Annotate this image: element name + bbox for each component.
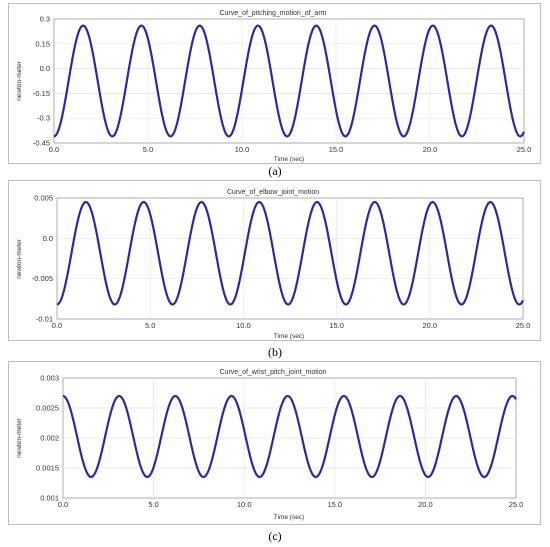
grid <box>54 19 524 143</box>
y-ticks: 0.003 0.0025 0.002 0.0015 0.001 <box>36 374 59 503</box>
x-tick-label: 0.0 <box>49 145 59 154</box>
grid <box>63 378 516 498</box>
y-ticks: 0.3 0.15 0.0 -0.15 -0.3 -0.45 <box>33 15 50 148</box>
series-line <box>53 24 525 138</box>
x-tick-label: 25.0 <box>516 321 531 330</box>
x-tick-label: 5.0 <box>148 500 158 509</box>
chart-a-svg: Curve_of_pitching_motion_of_arm 0.0 5.0 10… <box>16 10 532 163</box>
x-ticks: 0.0 5.0 10.0 15.0 20.0 25.0 <box>58 500 524 509</box>
x-tick-label: 10.0 <box>236 321 251 330</box>
x-tick-label: 10.0 <box>237 500 252 509</box>
y-tick-label: 0.002 <box>40 434 59 443</box>
y-tick-label: 0.0 <box>43 234 53 243</box>
chart-panel-b: Curve_of_elbow_joint_motion 0.0 5.0 10.0 15… <box>8 180 541 341</box>
y-axis-label: newton-meter <box>16 60 23 101</box>
y-tick-label: 0.15 <box>35 39 50 48</box>
x-tick-label: 0.0 <box>58 500 68 509</box>
chart-title: Curve_of_pitching_motion_of_arm <box>219 10 326 17</box>
y-ticks: 0.005 0.0 -0.005 -0.01 <box>32 194 53 324</box>
chart-title: Curve_of_elbow_joint_motion <box>227 189 319 196</box>
x-tick-label: 0.0 <box>52 321 62 330</box>
y-tick-label: 0.3 <box>40 15 50 24</box>
grid <box>57 198 523 319</box>
chart-panel-c: Curve_of_wrist_pitch_joint_motion 0.0 5.0… <box>8 361 541 525</box>
y-tick-label: -0.005 <box>32 274 53 283</box>
y-tick-label: -0.15 <box>33 89 50 98</box>
y-tick-label: -0.01 <box>36 315 53 324</box>
chart-title: Curve_of_wrist_pitch_joint_motion <box>220 369 327 376</box>
series-line <box>62 394 517 479</box>
caption-b: (b) <box>268 345 282 359</box>
y-tick-label: 0.005 <box>34 194 53 203</box>
x-tick-label: 10.0 <box>235 145 250 154</box>
chart-panel-a: Curve_of_pitching_motion_of_arm 0.0 5.0 10… <box>8 3 541 164</box>
x-tick-label: 25.0 <box>517 145 532 154</box>
x-tick-label: 20.0 <box>422 321 437 330</box>
y-axis-label: newton-meter <box>16 417 23 458</box>
y-tick-label: 0.001 <box>40 494 59 503</box>
x-tick-label: 5.0 <box>143 145 153 154</box>
chart-b-svg: Curve_of_elbow_joint_motion 0.0 5.0 10.0 15… <box>16 189 531 340</box>
x-axis-label: Time (sec) <box>274 333 304 340</box>
x-tick-label: 15.0 <box>327 500 342 509</box>
caption-c: (c) <box>268 529 282 543</box>
x-tick-label: 15.0 <box>329 321 344 330</box>
plot-area <box>56 197 524 320</box>
x-axis-label: Time (sec) <box>274 156 304 163</box>
x-tick-label: 20.0 <box>418 500 433 509</box>
x-ticks: 0.0 5.0 10.0 15.0 20.0 25.0 <box>52 321 531 330</box>
y-axis-label: newton-meter <box>16 238 23 279</box>
y-tick-label: -0.45 <box>33 139 50 148</box>
x-ticks: 0.0 5.0 10.0 15.0 20.0 25.0 <box>49 145 532 154</box>
x-tick-label: 25.0 <box>509 500 524 509</box>
series-line <box>56 200 524 306</box>
x-axis-label: Time (sec) <box>274 514 304 521</box>
x-tick-label: 20.0 <box>423 145 438 154</box>
y-tick-label: 0.0 <box>40 64 50 73</box>
chart-c-svg: Curve_of_wrist_pitch_joint_motion 0.0 5.0… <box>16 369 524 521</box>
caption-a: (a) <box>268 164 282 178</box>
x-tick-label: 5.0 <box>145 321 155 330</box>
y-tick-label: 0.003 <box>40 374 59 383</box>
plot-area <box>53 18 525 144</box>
y-tick-label: -0.3 <box>37 114 50 123</box>
y-tick-label: 0.0015 <box>36 464 59 473</box>
x-tick-label: 15.0 <box>329 145 344 154</box>
y-tick-label: 0.0025 <box>36 404 59 413</box>
